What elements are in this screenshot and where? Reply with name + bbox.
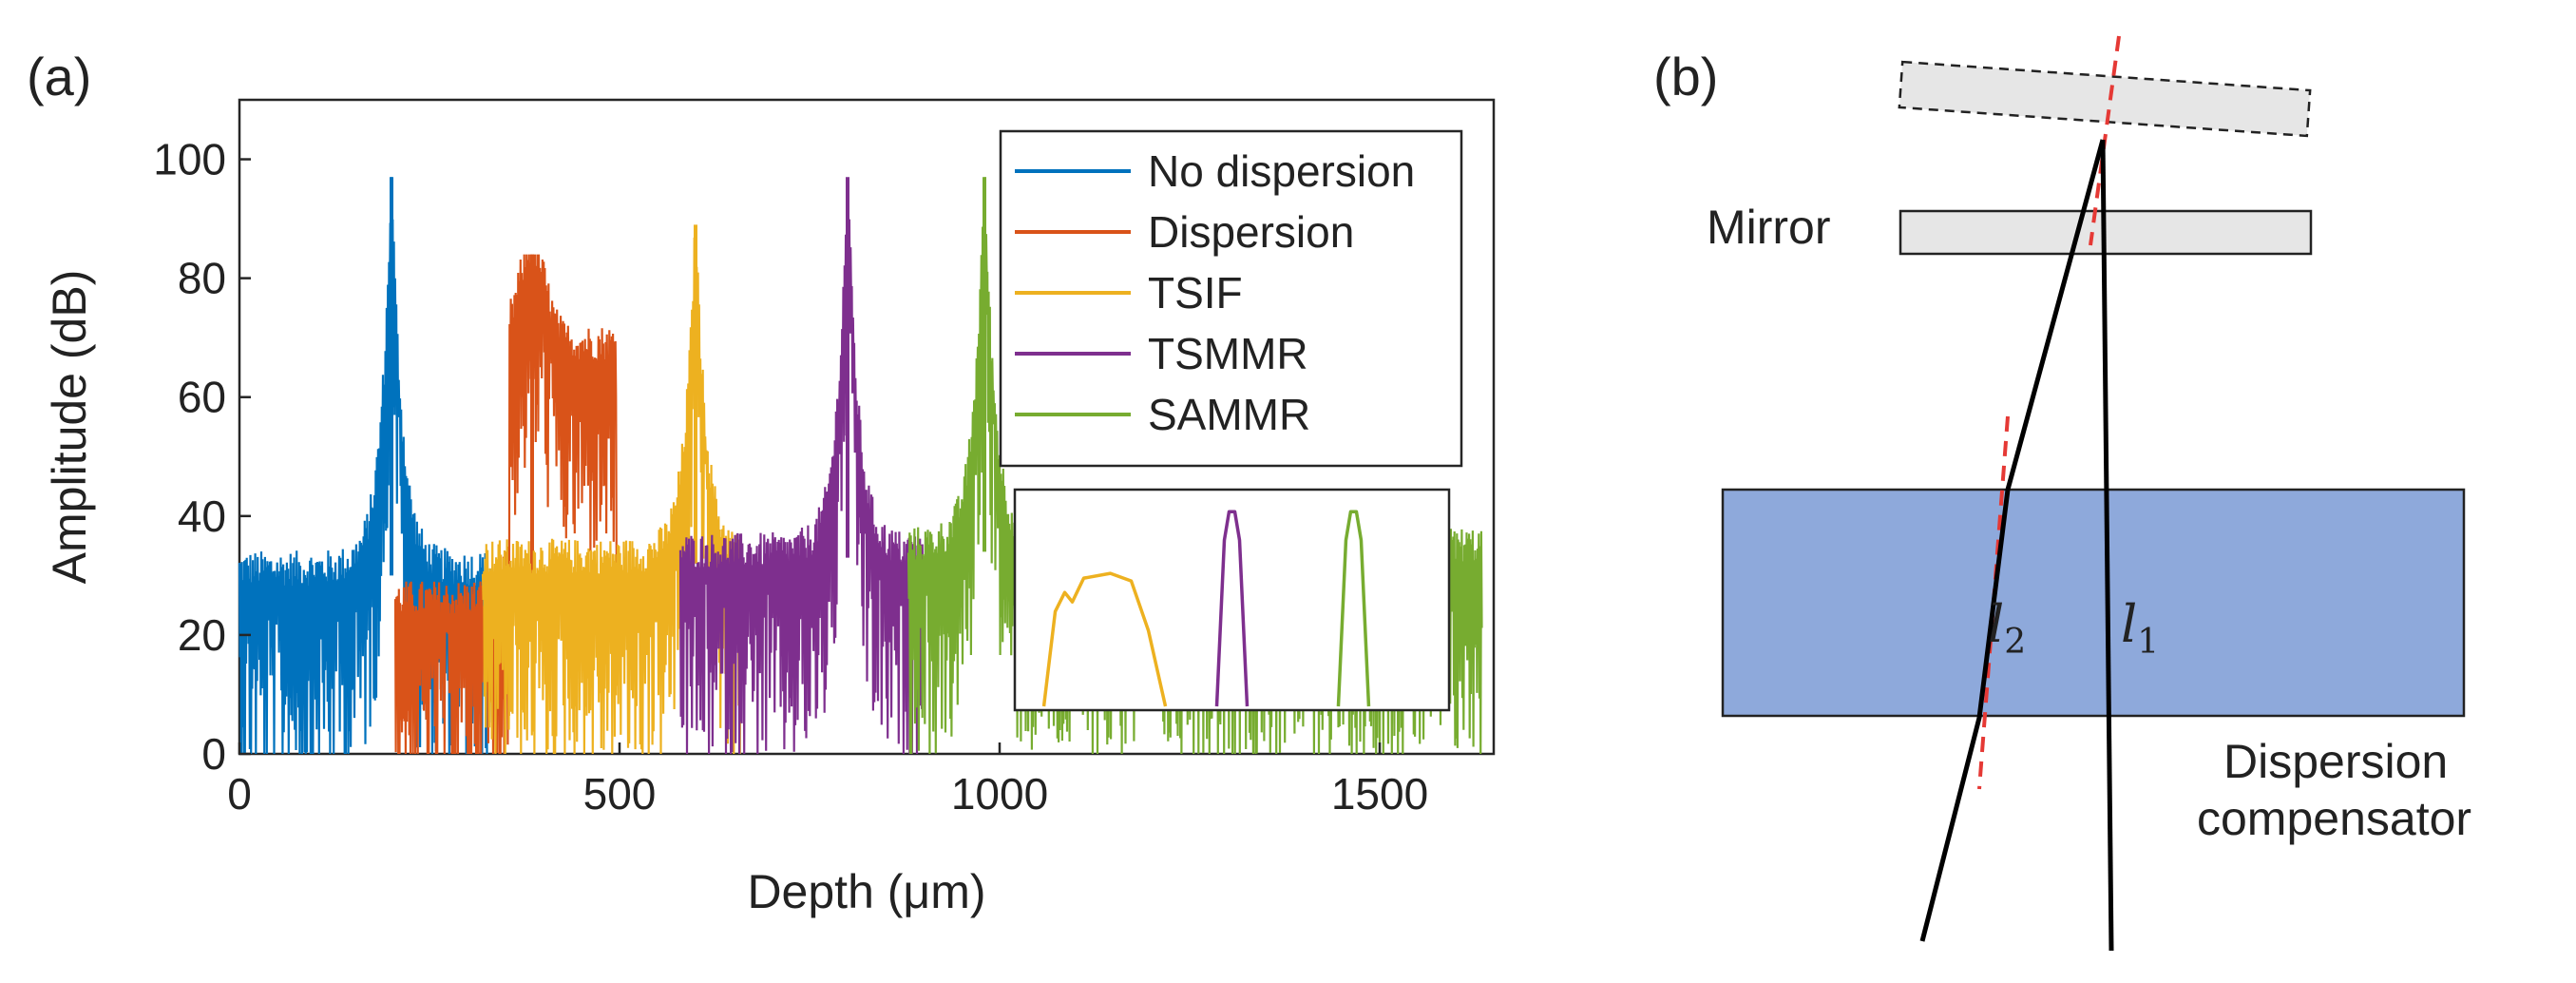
legend-box (999, 129, 1463, 468)
ticks-layer: 0 500 1000 1500 0 20 40 60 80 100 (153, 135, 1428, 819)
panel-b-label: (b) (1653, 47, 1718, 106)
l2-label: l2 (1988, 594, 2026, 662)
y-axis-label: Amplitude (dB) (43, 270, 96, 585)
legend-label: No dispersion (1148, 146, 1415, 196)
inset-series-layer (1041, 510, 1371, 707)
y-tick-label: 80 (178, 254, 226, 303)
dispersion-compensator (1721, 488, 2466, 718)
x-tick-label: 0 (227, 769, 252, 819)
legend-label: Dispersion (1148, 207, 1354, 257)
l1-label: l1 (2121, 594, 2159, 662)
y-tick-label: 20 (178, 610, 226, 660)
straight-beam-l1 (2100, 139, 2114, 952)
compensator-label-line2: compensator (2197, 792, 2471, 845)
y-tick-label: 100 (153, 135, 226, 184)
tilted-mirror (1898, 60, 2312, 138)
y-tick-label: 60 (178, 373, 226, 422)
series-line-no-dispersion (238, 177, 492, 755)
x-tick-label: 500 (583, 769, 657, 819)
amplitude-depth-chart: 0 500 1000 1500 0 20 40 60 80 100 Depth (μm) Ampl… (43, 98, 1496, 918)
compensator-label-line1: Dispersion (2223, 735, 2448, 788)
legend: No dispersion Dispersion TSIF TSMMR SAMMR (999, 129, 1463, 468)
inset-frame (1013, 488, 1451, 712)
inset-peak-tsmmr (1214, 510, 1250, 707)
inset-peak-sammr (1336, 510, 1371, 707)
inset-zoom (1013, 488, 1451, 712)
inset-peak-tsif (1041, 571, 1168, 707)
series-line-tsif (481, 232, 743, 755)
legend-items: No dispersion Dispersion TSIF TSMMR SAMMR (1015, 146, 1415, 439)
y-tick-label: 0 (201, 729, 226, 779)
mirror-label: Mirror (1707, 201, 1831, 254)
x-tick-label: 1000 (951, 769, 1048, 819)
panel-b-diagram: (b) Mirror Dispersion compensator l2 l1 (1653, 35, 2471, 952)
legend-label: TSMMR (1148, 329, 1308, 378)
legend-label: TSIF (1148, 268, 1243, 318)
x-axis-label: Depth (μm) (747, 865, 985, 918)
legend-label: SAMMR (1148, 390, 1310, 439)
refracted-beam-l2 (1919, 139, 2106, 942)
x-tick-label: 1500 (1331, 769, 1428, 819)
panel-a-label: (a) (27, 47, 91, 106)
series-line-tsmmr (678, 189, 925, 755)
y-tick-label: 40 (178, 492, 226, 541)
